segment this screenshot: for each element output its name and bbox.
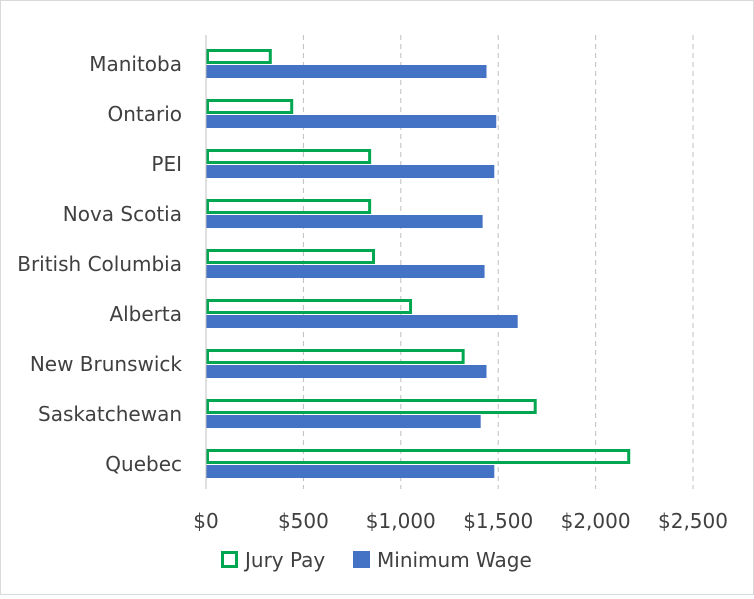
bar-jury-pay-ontario [206,99,294,114]
bar-jury-pay-quebec [206,449,631,464]
legend-label-jury-pay: Jury Pay [243,548,325,572]
category-label: Saskatchewan [38,402,182,426]
bar-minimum-wage-alberta [206,315,518,328]
category-label: Quebec [105,452,182,476]
bar-minimum-wage-quebec [206,465,495,478]
x-tick-label: $500 [278,509,329,533]
category-label: Ontario [107,102,182,126]
category-label: PEI [151,152,182,176]
bar-jury-pay-alberta [206,299,413,314]
legend-item-jury-pay: Jury Pay [221,548,325,572]
bar-minimum-wage-saskatchewan [206,415,481,428]
x-tick-labels: $0 $500 $1,000 $1,500 $2,000 $2,500 [193,509,728,533]
category-label: Manitoba [89,52,182,76]
bar-minimum-wage-ontario [206,115,497,128]
legend-label-minimum-wage: Minimum Wage [377,548,532,572]
legend-swatch-minimum-wage [353,551,370,568]
bar-jury-pay-saskatchewan [206,399,537,414]
bar-minimum-wage-new-brunswick [206,365,487,378]
x-tick-label: $2,000 [561,509,631,533]
x-tick-label: $1,000 [366,509,436,533]
bar-jury-pay-pei [206,149,372,164]
x-tick-label: $2,500 [658,509,728,533]
bar-jury-pay-british-columbia [206,249,376,264]
bar-minimum-wage-pei [206,165,495,178]
bar-minimum-wage-manitoba [206,65,487,78]
category-labels: Manitoba Ontario PEI Nova Scotia British Col… [17,52,182,476]
legend: Jury Pay Minimum Wage [221,548,532,572]
category-label: Alberta [109,302,182,326]
bar-minimum-wage-british-columbia [206,265,485,278]
bar-minimum-wage-nova-scotia [206,215,483,228]
category-label: British Columbia [17,252,182,276]
category-label: Nova Scotia [63,202,182,226]
legend-swatch-jury-pay [221,551,238,568]
category-label: New Brunswick [30,352,183,376]
x-tick-label: $1,500 [463,509,533,533]
legend-item-minimum-wage: Minimum Wage [353,548,532,572]
bar-jury-pay-new-brunswick [206,349,465,364]
bar-jury-pay-nova-scotia [206,199,372,214]
bar-jury-pay-manitoba [206,49,272,64]
bars [206,49,631,478]
x-tick-label: $0 [193,509,218,533]
